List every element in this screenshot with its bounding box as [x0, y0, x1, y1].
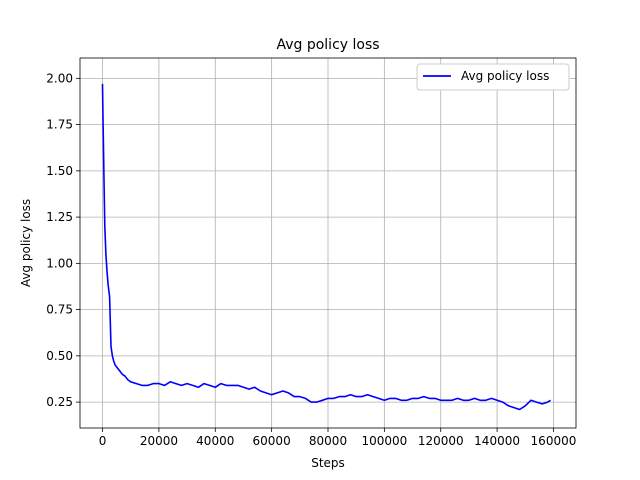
y-axis-label: Avg policy loss [19, 199, 33, 287]
x-tick-label: 120000 [418, 434, 464, 448]
y-tick-label: 0.50 [46, 349, 73, 363]
y-tick-label: 1.00 [46, 256, 73, 270]
x-tick-label: 140000 [474, 434, 520, 448]
y-tick-label: 1.50 [46, 164, 73, 178]
y-tick-label: 2.00 [46, 71, 73, 85]
x-tick-label: 0 [99, 434, 107, 448]
legend: Avg policy loss [416, 63, 570, 91]
legend-frame [416, 63, 570, 91]
ticks: 0 20000 40000 60000 80000 100000 120000 140000 1… [46, 71, 576, 448]
legend-label: Avg policy loss [461, 69, 549, 83]
y-tick-label: 0.25 [46, 395, 73, 409]
x-tick-label: 20000 [140, 434, 178, 448]
y-tick-label: 0.75 [46, 303, 73, 317]
y-tick-label: 1.75 [46, 118, 73, 132]
y-tick-label: 1.25 [46, 210, 73, 224]
x-tick-label: 100000 [361, 434, 407, 448]
x-tick-label: 80000 [309, 434, 347, 448]
grid [80, 58, 576, 428]
x-tick-label: 60000 [253, 434, 291, 448]
x-axis-label: Steps [311, 456, 345, 470]
chart-title: Avg policy loss [276, 37, 379, 53]
x-tick-label: 40000 [196, 434, 234, 448]
x-tick-label: 160000 [531, 434, 577, 448]
series-layer [101, 83, 552, 411]
series-line [101, 83, 552, 411]
